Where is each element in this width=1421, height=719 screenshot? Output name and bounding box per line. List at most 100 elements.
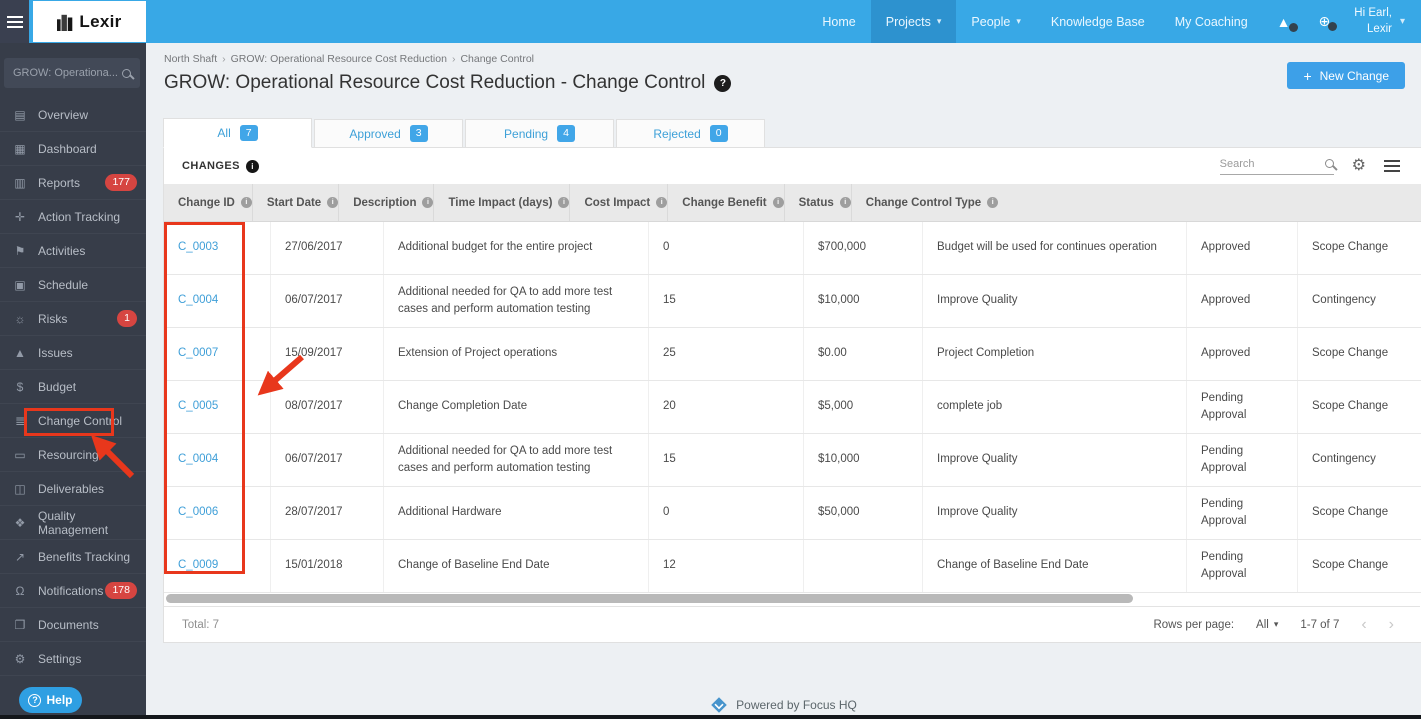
column-header[interactable]: Cost Impact i <box>570 184 669 221</box>
sidebar-item-reports[interactable]: ▥ Reports 177 <box>0 166 146 200</box>
sidebar-item-issues[interactable]: ▲ Issues <box>0 336 146 370</box>
action-tracking-icon: ✛ <box>14 209 26 224</box>
table-search-input[interactable] <box>1219 157 1325 170</box>
column-header[interactable]: Status i <box>785 184 852 221</box>
main-content: North Shaft › GROW: Operational Resource … <box>146 43 1421 719</box>
change-benefit-cell: Improve Quality <box>923 275 1187 327</box>
column-header[interactable]: Change Control Type i <box>852 184 999 221</box>
globe-icon: ⊕ <box>1318 13 1331 29</box>
status-cell: Pending Approval <box>1187 381 1298 433</box>
table-row: C_0006 28/07/2017 Additional Hardware 0 … <box>164 487 1421 540</box>
column-header[interactable]: Description i <box>339 184 435 221</box>
change-benefit-cell: complete job <box>923 381 1187 433</box>
info-icon: i <box>987 197 999 208</box>
sidebar-item-schedule[interactable]: ▣ Schedule <box>0 268 146 302</box>
nav-item-people[interactable]: People ▾ <box>971 14 1021 29</box>
issues-icon: ▲ <box>14 345 26 360</box>
info-icon[interactable]: i <box>245 159 259 173</box>
sidebar-item-activities[interactable]: ⚑ Activities <box>0 234 146 268</box>
search-icon <box>122 68 131 78</box>
cost-impact-cell <box>804 540 923 592</box>
sidebar-item-overview[interactable]: ▤ Overview <box>0 98 146 132</box>
change-id-link[interactable]: C_0006 <box>178 506 219 519</box>
time-impact-cell: 15 <box>649 275 804 327</box>
project-search-input[interactable] <box>13 67 122 79</box>
sidebar-item-quality-management[interactable]: ❖ Quality Management <box>0 506 146 540</box>
user-name: Lexir <box>1367 22 1392 35</box>
status-tabs: All 7 Approved 3 Pending 4 Rejected 0 <box>163 118 1421 148</box>
warning-icon: ▲ <box>1276 13 1291 30</box>
sidebar-item-dashboard[interactable]: ▦ Dashboard <box>0 132 146 166</box>
previous-page-button[interactable]: ‹ <box>1361 615 1367 633</box>
gear-icon[interactable]: ⚙ <box>1351 157 1366 174</box>
sidebar: ▤ Overview ▦ Dashboard ▥ Reports 177 ✛ A… <box>0 43 146 719</box>
next-page-button[interactable]: › <box>1388 615 1394 633</box>
sidebar-item-budget[interactable]: $ Budget <box>0 370 146 404</box>
column-header[interactable]: Time Impact (days) i <box>434 184 571 221</box>
change-id-link[interactable]: C_0004 <box>178 453 219 466</box>
help-button[interactable]: ? Help <box>19 687 82 713</box>
status-cell: Pending Approval <box>1187 434 1298 486</box>
alerts-button[interactable]: ▲ <box>1263 13 1305 32</box>
change-id-link[interactable]: C_0005 <box>178 400 219 413</box>
scrollbar-thumb[interactable] <box>166 594 1133 603</box>
nav-item-home[interactable]: Home <box>822 14 856 29</box>
sidebar-item-deliverables[interactable]: ◫ Deliverables <box>0 472 146 506</box>
project-search-box[interactable] <box>4 58 140 88</box>
tab-pending[interactable]: Pending 4 <box>465 119 614 148</box>
breadcrumb-separator: › <box>222 53 226 65</box>
sidebar-item-benefits-tracking[interactable]: ↗ Benefits Tracking <box>0 540 146 574</box>
sidebar-item-settings[interactable]: ⚙ Settings <box>0 642 146 676</box>
global-button[interactable]: ⊕ <box>1305 13 1345 31</box>
quality-management-icon: ❖ <box>14 515 26 530</box>
change-id-link[interactable]: C_0007 <box>178 347 219 360</box>
menu-toggle-button[interactable] <box>0 0 29 43</box>
chevron-down-icon: ▾ <box>1273 619 1279 629</box>
change-id-link[interactable]: C_0004 <box>178 294 219 307</box>
start-date-cell: 15/01/2018 <box>271 540 384 592</box>
sidebar-item-notifications[interactable]: Ω Notifications 178 <box>0 574 146 608</box>
sidebar-item-resourcing[interactable]: ▭ Resourcing <box>0 438 146 472</box>
tab-rejected[interactable]: Rejected 0 <box>616 119 765 148</box>
powered-by: Powered by Focus HQ <box>146 696 1421 714</box>
sidebar-item-documents[interactable]: ❐ Documents <box>0 608 146 642</box>
column-header[interactable]: Change ID i <box>164 184 253 221</box>
breadcrumb-item[interactable]: North Shaft <box>164 53 218 65</box>
change-control-type-cell: Scope Change <box>1312 559 1389 572</box>
tab-all[interactable]: All 7 <box>163 118 312 148</box>
table-row: C_0005 08/07/2017 Change Completion Date… <box>164 381 1421 434</box>
change-id-link[interactable]: C_0009 <box>178 559 219 572</box>
brand-logo[interactable]: Lexir <box>33 1 146 42</box>
sidebar-item-risks[interactable]: ☼ Risks 1 <box>0 302 146 336</box>
tab-count-badge: 0 <box>709 125 728 142</box>
nav-item-knowledge-base[interactable]: Knowledge Base <box>1050 14 1145 29</box>
table-menu-icon[interactable] <box>1384 160 1400 172</box>
new-change-button[interactable]: + New Change <box>1287 62 1405 89</box>
nav-item-projects[interactable]: Projects ▾ <box>870 0 957 43</box>
column-header[interactable]: Start Date i <box>253 184 340 221</box>
help-question-icon[interactable]: ? <box>714 74 732 92</box>
time-impact-cell: 12 <box>649 540 804 592</box>
chevron-down-icon: ▾ <box>936 16 942 26</box>
change-benefit-cell: Improve Quality <box>923 487 1187 539</box>
tab-approved[interactable]: Approved 3 <box>314 119 463 148</box>
description-cell: Change of Baseline End Date <box>384 540 649 592</box>
column-header[interactable]: Change Benefit i <box>668 184 785 221</box>
horizontal-scrollbar[interactable] <box>164 593 1420 606</box>
table-search-box[interactable] <box>1219 157 1334 175</box>
breadcrumb-item[interactable]: Change Control <box>460 53 534 65</box>
user-greeting: Hi Earl, <box>1354 6 1392 19</box>
page-title: GROW: Operational Resource Cost Reductio… <box>164 72 706 93</box>
table-row: C_0009 15/01/2018 Change of Baseline End… <box>164 540 1421 593</box>
user-menu[interactable]: Hi Earl, Lexir ▾ <box>1344 6 1421 37</box>
breadcrumb-item[interactable]: GROW: Operational Resource Cost Reductio… <box>230 53 447 65</box>
sidebar-item-change-control[interactable]: ≣ Change Control <box>0 404 146 438</box>
rows-per-page-select[interactable]: All ▾ <box>1256 618 1279 631</box>
sidebar-item-action-tracking[interactable]: ✛ Action Tracking <box>0 200 146 234</box>
count-badge: 1 <box>117 310 137 327</box>
change-control-type-cell: Scope Change <box>1312 241 1389 254</box>
count-badge: 177 <box>105 174 137 191</box>
breadcrumb: North Shaft › GROW: Operational Resource … <box>164 53 1421 65</box>
nav-item-my-coaching[interactable]: My Coaching <box>1174 14 1248 29</box>
change-id-link[interactable]: C_0003 <box>178 241 219 254</box>
